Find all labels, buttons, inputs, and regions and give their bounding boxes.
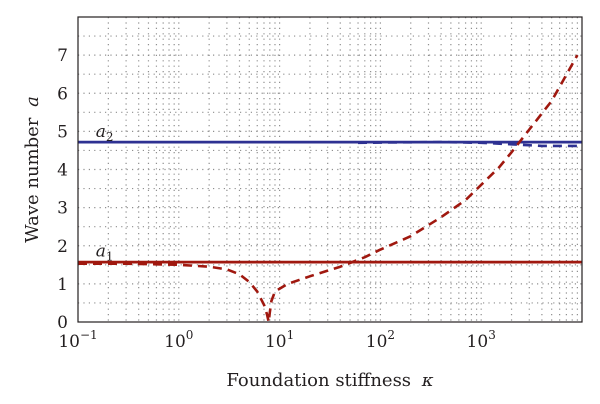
plot-frame bbox=[77, 16, 583, 323]
x-tick-label: 103 bbox=[467, 328, 496, 352]
curve-label-a2: a2 bbox=[96, 122, 114, 144]
x-tick-labels: 10−1 100 101 102 103 bbox=[58, 328, 496, 352]
x-tick-label: 100 bbox=[164, 328, 193, 352]
y-axis-label-text: Wave number bbox=[22, 117, 43, 243]
annotations: a1 a2 bbox=[96, 122, 114, 263]
series-line-4 bbox=[78, 54, 579, 324]
curve-label-a1: a1 bbox=[96, 241, 114, 263]
x-tick-label: 102 bbox=[366, 328, 395, 352]
series-line-3 bbox=[357, 140, 578, 148]
y-tick-label: 7 bbox=[57, 46, 68, 66]
y-tick-label: 1 bbox=[57, 275, 68, 295]
y-tick-label: 5 bbox=[57, 122, 68, 142]
y-tick-label: 2 bbox=[57, 237, 68, 257]
x-tick-label: 101 bbox=[265, 328, 294, 352]
y-axis-label-symbol: a bbox=[22, 96, 43, 107]
y-tick-labels: 0 1 2 3 4 5 6 7 bbox=[57, 46, 68, 333]
x-tick-label: 10−1 bbox=[58, 328, 97, 352]
x-axis-label-symbol: κ bbox=[421, 370, 434, 391]
series-layer bbox=[78, 54, 582, 324]
y-tick-label: 4 bbox=[57, 161, 68, 181]
grid bbox=[78, 17, 582, 322]
x-axis-label-text: Foundation stiffness bbox=[226, 370, 411, 391]
x-axis-label: Foundation stiffness κ bbox=[226, 370, 433, 391]
y-tick-label: 0 bbox=[57, 313, 68, 333]
y-axis-label: Wave number a bbox=[22, 96, 43, 243]
y-tick-label: 6 bbox=[57, 84, 68, 104]
y-tick-label: 3 bbox=[57, 199, 68, 219]
